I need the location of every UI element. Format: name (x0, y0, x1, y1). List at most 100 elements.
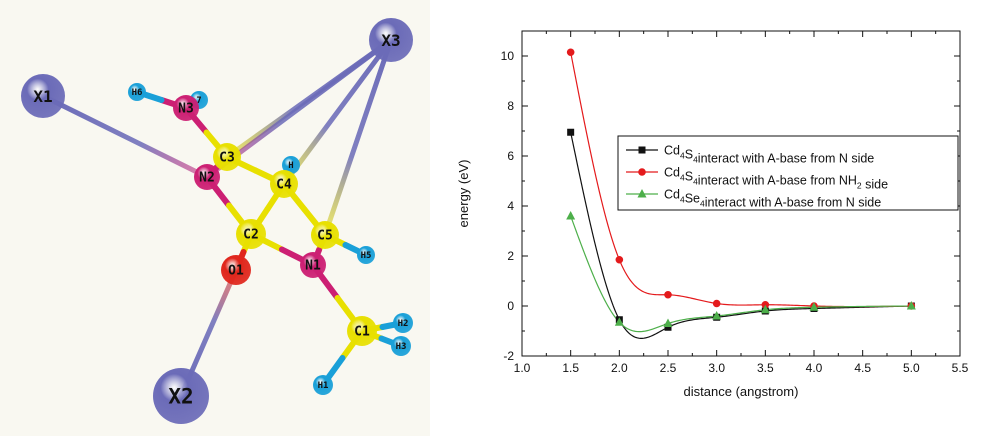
atom-x2-sphere (153, 368, 209, 424)
legend-label-part: S (685, 170, 693, 184)
atom-h2: H2 (393, 313, 413, 333)
atom-h3-label: H3 (396, 342, 407, 352)
atom-n3-sphere (173, 95, 199, 121)
x-tick-label: 3.0 (708, 361, 725, 375)
x-tick-label: 1.0 (514, 361, 531, 375)
legend-label-part: 2 (857, 181, 862, 191)
legend-label-part: 4 (700, 199, 705, 209)
atom-c5: C5 (311, 221, 339, 249)
atom-h7-label: 7 (196, 96, 201, 106)
atom-h5-sphere (357, 246, 375, 264)
legend-label-part: 4 (680, 173, 685, 183)
atom-x2-label: X2 (168, 385, 193, 409)
legend-label-part: Cd (664, 144, 680, 158)
legend-label-part: interact with A-base from N side (705, 196, 882, 210)
atom-x3-label: X3 (381, 31, 400, 50)
atom-c1-label: C1 (354, 325, 370, 340)
atom-c4: C4 (270, 170, 298, 198)
series-3-point (906, 301, 916, 310)
atom-c2: C2 (236, 219, 266, 249)
y-tick-label: 0 (507, 299, 514, 313)
x-tick-label: 4.0 (806, 361, 823, 375)
series-2-point (712, 299, 721, 308)
legend-label-part: Cd (664, 166, 680, 180)
series-3-point (566, 211, 576, 220)
atom-c2-label: C2 (243, 228, 259, 243)
legend-entry-1: Cd4S4interact with A-base from N side (626, 144, 874, 166)
atom-x3-sphere (369, 18, 413, 62)
atom-c3: C3 (213, 143, 241, 171)
atom-n2-label: N2 (199, 171, 215, 186)
series-2-point (664, 290, 672, 299)
x-tick-label: 5.0 (903, 361, 920, 375)
x-axis-label: distance (angstrom) (684, 384, 799, 399)
atom-h4-label: H (288, 161, 293, 171)
series-3-point (663, 318, 673, 327)
bond-x3-c4 (281, 37, 394, 187)
atom-c5-label: C5 (317, 229, 333, 244)
legend-label-part: Se (685, 192, 700, 206)
legend-label-part: 4 (693, 155, 698, 165)
atom-c3-sphere (213, 143, 241, 171)
x-tick-label: 5.5 (952, 361, 969, 375)
series-3-point (614, 317, 624, 326)
series-2-point (761, 300, 770, 309)
atom-c1: C1 (347, 316, 377, 346)
atom-o1-sphere (221, 255, 251, 285)
legend-label-part: 4 (680, 195, 685, 205)
atom-n3: N3 (173, 95, 199, 121)
legend-box (617, 135, 959, 211)
x-tick-label: 2.0 (611, 361, 628, 375)
bond-x1-n2 (40, 93, 210, 180)
y-tick-label: 2 (507, 249, 514, 263)
legend-label-part: interact with A-base from N side (698, 152, 875, 166)
atom-h1-label: H1 (318, 381, 329, 391)
atom-h1: H1 (313, 375, 333, 395)
atom-o1: O1 (221, 255, 251, 285)
atom-h5-label: H5 (361, 251, 372, 261)
legend-label-part: 4 (680, 151, 685, 161)
atom-c3-label: C3 (219, 151, 235, 166)
atom-h4-sphere (282, 156, 300, 174)
legend-label-part: side (862, 178, 888, 192)
atom-n3-label: N3 (178, 102, 194, 117)
series-1-point (567, 128, 575, 136)
series-3-point (712, 311, 722, 320)
legend-marker (638, 168, 646, 176)
atom-x3: X3 (369, 18, 413, 62)
series-1-curve (570, 132, 912, 339)
y-tick-label: 4 (507, 199, 514, 213)
legend-label-part: S (685, 148, 693, 162)
chart-axes: 1.0 1.5 2.0 2.5 3.0 3.5 4.0 4.5 5.0 5.5 -2 0 2 4 6 8 10 (501, 30, 969, 375)
atom-h3-sphere (391, 336, 411, 356)
legend-label-part: 4 (693, 177, 698, 187)
series-3-point (760, 304, 770, 314)
legend-entry-2: Cd4S4interact with A-base from NH2 side (626, 166, 888, 192)
bond-x3-c5 (322, 37, 394, 238)
atom-n1-label: N1 (305, 259, 321, 274)
molecule-diagram: X1 X2 X3 H6 7N3 C3 N2 H C4 C2 C5 H5 O1 N1 C1 H2 H3 H1 (0, 0, 430, 436)
x-tick-label: 2.5 (660, 361, 677, 375)
legend-marker (637, 189, 647, 198)
series-3-curve (570, 215, 912, 333)
atom-n2-sphere (194, 164, 220, 190)
atom-x1: X1 (21, 74, 65, 118)
legend-entry-3: Cd4Se4interact with A-base from N side (626, 188, 881, 210)
atom-h4: H (282, 156, 300, 174)
y-tick-label: 10 (501, 49, 515, 63)
atom-x1-label: X1 (33, 87, 52, 106)
atom-c5-sphere (311, 221, 339, 249)
atom-h5: H5 (357, 246, 375, 264)
y-tick-label: 6 (507, 149, 514, 163)
legend-label: Cd4Se4interact with A-base from N side (664, 188, 881, 210)
atom-h2-sphere (393, 313, 413, 333)
series-2-point (615, 255, 624, 264)
atom-c4-sphere (270, 170, 298, 198)
x-tick-label: 1.5 (562, 361, 579, 375)
molecule-background (0, 0, 430, 436)
series-3-point (809, 302, 819, 311)
atom-n1: N1 (300, 252, 326, 278)
y-tick-label: -2 (503, 349, 514, 363)
atom-c1-sphere (347, 316, 377, 346)
atom-x1-sphere (21, 74, 65, 118)
